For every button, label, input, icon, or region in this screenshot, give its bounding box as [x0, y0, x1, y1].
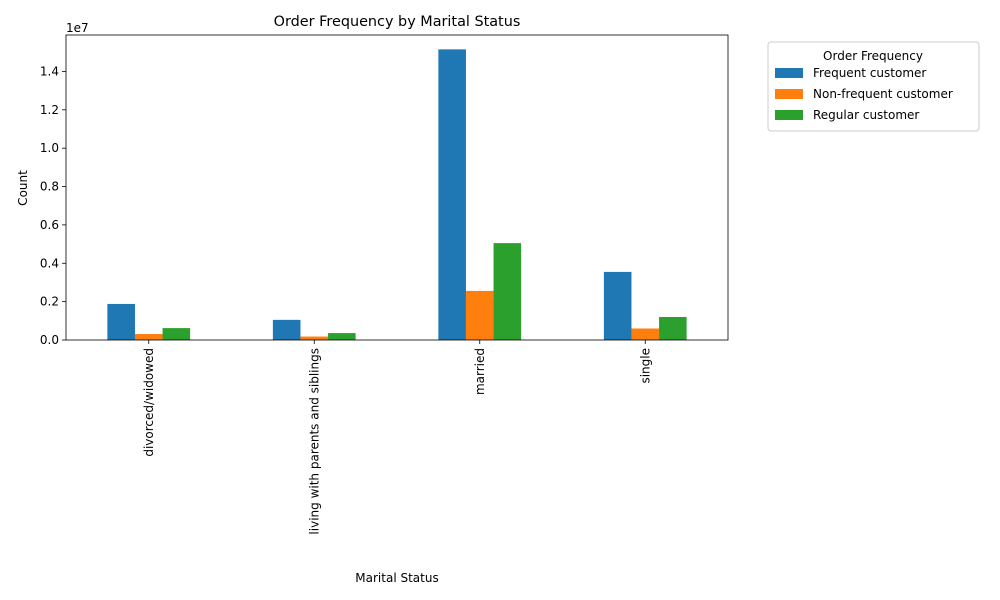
x-tick-label: married [473, 348, 487, 395]
legend: Order Frequency Frequent customer Non-fre… [767, 41, 980, 132]
bar [134, 334, 163, 340]
bar [272, 319, 301, 340]
bar [300, 336, 329, 340]
bar [603, 271, 632, 340]
y-tick-label: 0.2 [40, 295, 59, 309]
bar [162, 328, 191, 340]
legend-swatch [775, 110, 803, 120]
x-tick-label: single [638, 348, 652, 384]
bar [493, 243, 522, 340]
bar [438, 49, 466, 340]
x-axis-label: Marital Status [355, 571, 438, 585]
legend-label: Non-frequent customer [813, 87, 953, 101]
y-tick-label: 1.2 [40, 103, 59, 117]
y-axis-offset-label: 1e7 [66, 21, 89, 35]
y-tick-label: 0.4 [40, 256, 59, 270]
y-tick-label: 0.0 [40, 333, 59, 347]
bar [631, 328, 660, 340]
y-tick-label: 0.8 [40, 180, 59, 194]
y-tick-label: 0.6 [40, 218, 59, 232]
legend-swatch [775, 68, 803, 78]
y-tick-label: 1.4 [40, 64, 59, 78]
legend-swatch [775, 89, 803, 99]
bar [659, 316, 687, 340]
legend-label: Regular customer [813, 108, 919, 122]
bar [107, 303, 135, 340]
plot-frame [65, 34, 729, 341]
legend-label: Frequent customer [813, 66, 926, 80]
bar [328, 333, 356, 340]
x-tick-label: living with parents and siblings [307, 348, 321, 535]
legend-title: Order Frequency [823, 49, 923, 63]
x-tick-label: divorced/widowed [142, 348, 156, 457]
y-axis-label: Count [16, 170, 30, 206]
chart-title: Order Frequency by Marital Status [274, 14, 521, 30]
plot-area: 0.0 0.2 0.4 0.6 0.8 1.0 1.2 1.4 divorced/widowed… [40, 34, 729, 535]
bar [465, 290, 494, 340]
y-tick-label: 1.0 [40, 141, 59, 155]
legend-frame [767, 41, 980, 132]
